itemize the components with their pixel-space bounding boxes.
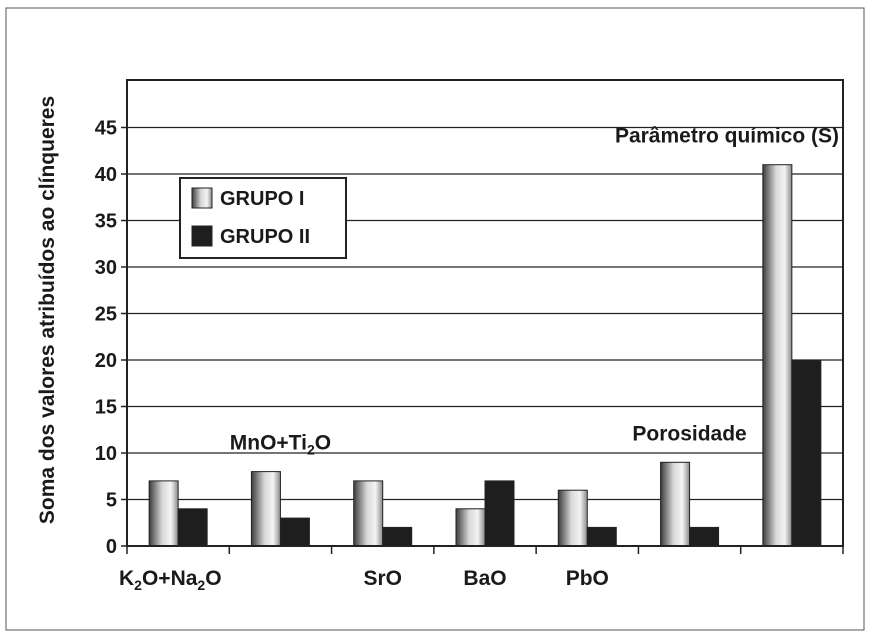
category-label: K2O+Na2O (119, 567, 222, 593)
category-label: MnO+Ti2O (230, 432, 331, 458)
y-tick-label: 30 (95, 257, 117, 279)
bar-grupo-ii-3 (484, 480, 515, 547)
y-tick-label: 15 (95, 397, 117, 419)
legend-swatch-grupo-ii (191, 225, 213, 247)
category-labels: K2O+Na2O MnO+Ti2O SrO BaO PbO Porosidade Parâm… (119, 125, 839, 593)
bar-grupo-i-6 (762, 164, 793, 547)
y-tick-label: 25 (95, 304, 117, 326)
category-label: Parâmetro químico (S) (615, 125, 839, 148)
legend-label-grupo-ii: GRUPO II (220, 226, 310, 248)
y-tick-label: 10 (95, 443, 117, 465)
bar-grupo-ii-1 (279, 517, 310, 547)
bar-grupo-i-4 (557, 489, 588, 547)
bar-grupo-ii-6 (791, 359, 822, 547)
y-tick-label: 35 (95, 211, 117, 233)
y-axis-label: Soma dos valores atribuídos ao clínquere… (36, 96, 59, 524)
bar-grupo-i-2 (353, 480, 384, 547)
category-label: SrO (363, 567, 402, 590)
bar-grupo-i-5 (660, 461, 691, 547)
bar-grupo-ii-0 (177, 508, 208, 547)
bar-grupo-i-0 (148, 480, 179, 547)
y-tick-label: 40 (95, 164, 117, 186)
bar-grupo-ii-4 (586, 526, 617, 547)
legend-swatch-grupo-i (191, 187, 213, 209)
y-tick-label: 20 (95, 350, 117, 372)
category-label: PbO (566, 567, 609, 590)
legend-label-grupo-i: GRUPO I (220, 188, 304, 210)
figure-border (5, 7, 865, 631)
bar-grupo-ii-5 (689, 526, 720, 547)
category-label: BaO (463, 567, 506, 590)
bar-grupo-i-3 (455, 508, 486, 547)
y-tick-label: 0 (106, 536, 117, 558)
x-axis (126, 545, 844, 554)
y-axis-ticks: 0 5 10 15 20 25 30 35 40 45 (95, 118, 127, 558)
y-tick-label: 5 (106, 490, 117, 512)
bar-grupo-i-1 (250, 471, 281, 547)
y-tick-label: 45 (95, 118, 117, 140)
legend: GRUPO I GRUPO II (179, 177, 347, 259)
bars (148, 164, 822, 547)
bar-grupo-ii-2 (382, 526, 413, 547)
category-label: Porosidade (632, 422, 746, 445)
